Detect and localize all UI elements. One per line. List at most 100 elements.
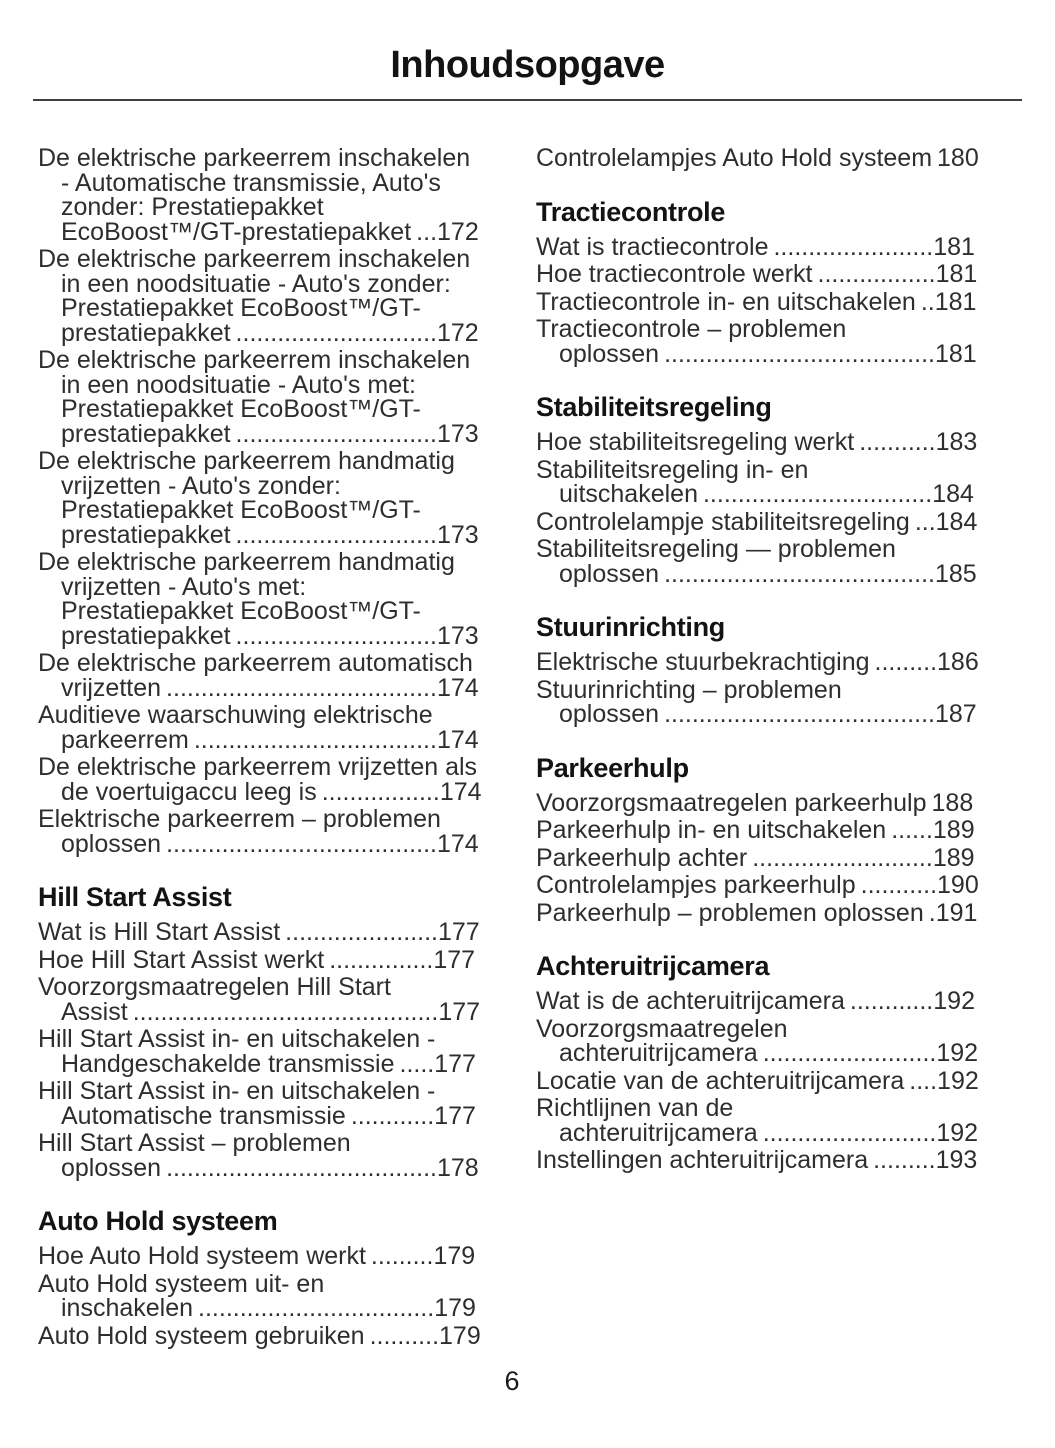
toc-entry: Voorzorgsmaatregelen achteruitrijcamera.… bbox=[536, 1016, 981, 1067]
toc-section-heading: Hill Start Assist bbox=[38, 882, 232, 912]
page-number: 192 bbox=[936, 1039, 979, 1067]
toc-entry: De elektrische parkeerrem inschakelen - … bbox=[38, 146, 483, 244]
page-number: 172 bbox=[437, 217, 479, 246]
leader-dots: ... bbox=[416, 217, 438, 246]
page-number: 188 bbox=[931, 788, 974, 817]
leader-dots: ......... bbox=[873, 1146, 936, 1174]
leader-dots: ......................... bbox=[762, 1039, 937, 1067]
toc-section-heading: Stabiliteitsregeling bbox=[536, 392, 772, 422]
leader-dots: ............................. bbox=[235, 520, 437, 549]
toc-entry-text: Wat is Hill Start Assist bbox=[38, 918, 281, 946]
leader-dots: ...................... bbox=[285, 918, 438, 946]
toc-entry: Locatie van de achteruitrijcamera ....192 bbox=[536, 1068, 981, 1093]
leader-dots: .......................... bbox=[752, 843, 933, 872]
leader-dots: ....................................... bbox=[166, 673, 437, 702]
toc-entry: Stabiliteitsregeling — problemen oplosse… bbox=[536, 537, 981, 586]
page-number: 174 bbox=[436, 673, 479, 702]
toc-entry-text: Tractiecontrole in- en uitschakelen bbox=[536, 287, 916, 316]
toc-entry-text: Elektrische stuurbekrachtiging bbox=[536, 648, 870, 676]
toc-section-heading: Parkeerhulp bbox=[536, 752, 689, 783]
page-number: 181 bbox=[935, 260, 978, 288]
page-number: 187 bbox=[934, 700, 977, 728]
toc-entry-text: Controlelampje stabiliteitsregeling bbox=[536, 507, 910, 536]
toc-entry-text: Voorzorgsmaatregelen parkeerhulp bbox=[536, 788, 927, 817]
leader-dots: .................................. bbox=[198, 1294, 435, 1322]
toc-entry-text: Instellingen achteruitrijcamera bbox=[536, 1146, 869, 1174]
toc-entry: Parkeerhulp – problemen oplossen .191 bbox=[536, 898, 981, 927]
toc-entry: De elektrische parkeerrem vrijzetten als… bbox=[38, 755, 483, 804]
toc-section-heading: Stuurinrichting bbox=[536, 612, 725, 642]
toc-entry: Hill Start Assist in- en uitschakelen - … bbox=[38, 1079, 483, 1128]
toc-entry-text: Hoe tractiecontrole werkt bbox=[536, 260, 813, 288]
toc-entry-text: De elektrische parkeerrem inschakelen - … bbox=[38, 144, 471, 246]
leader-dots: ............................. bbox=[235, 621, 437, 650]
toc-entry: Stuurinrichting – problemen oplossen....… bbox=[536, 677, 981, 728]
toc-column-right: Controlelampjes Auto Hold systeem 180 Trac… bbox=[536, 146, 981, 1351]
page-number: 189 bbox=[932, 843, 975, 872]
page-number: 189 bbox=[932, 816, 975, 844]
toc-entry: Controlelampjes parkeerhulp ...........19… bbox=[536, 873, 981, 898]
leader-dots: ................................. bbox=[702, 480, 933, 508]
toc-entry: Voorzorgsmaatregelen Hill Start Assist..… bbox=[38, 975, 483, 1024]
toc-entry: Elektrische parkeerrem – problemen oplos… bbox=[38, 807, 483, 856]
toc-entry-text: De elektrische parkeerrem inschakelen in… bbox=[38, 346, 471, 448]
leader-dots: ............................. bbox=[235, 318, 437, 347]
leader-dots: ........................................… bbox=[132, 997, 439, 1026]
toc-entry-text: De elektrische parkeerrem inschakelen in… bbox=[38, 245, 471, 347]
page-number: 181 bbox=[934, 339, 977, 368]
leader-dots: ....................................... bbox=[166, 829, 437, 858]
leader-dots: ................. bbox=[817, 260, 936, 288]
toc-entry: De elektrische parkeerrem handmatig vrij… bbox=[38, 550, 483, 648]
page-number: 192 bbox=[933, 987, 975, 1015]
toc-entry-text: Hoe stabiliteitsregeling werkt bbox=[536, 428, 855, 456]
toc-entry: Instellingen achteruitrijcamera.........… bbox=[536, 1148, 981, 1173]
page-number: 183 bbox=[935, 428, 978, 456]
page-footer-number: 6 bbox=[504, 1366, 520, 1396]
toc-entry: Stabiliteitsregeling in- en uitschakelen… bbox=[536, 457, 981, 508]
toc-entry: Tractiecontrole in- en uitschakelen ..181 bbox=[536, 287, 981, 316]
toc-entry-text: Voorzorgsmaatregelen Hill Start Assist bbox=[38, 973, 391, 1026]
leader-dots: ................................... bbox=[193, 725, 437, 754]
toc-entry: Hill Start Assist – problemen oplossen..… bbox=[38, 1131, 483, 1180]
toc-entry: Elektrische stuurbekrachtiging .........1… bbox=[536, 650, 981, 675]
leader-dots: ......................... bbox=[762, 1118, 937, 1147]
page-number: 193 bbox=[935, 1146, 978, 1174]
toc-section-heading: Auto Hold systeem bbox=[38, 1206, 278, 1236]
toc-entry: Hoe Auto Hold systeem werkt .........179 bbox=[38, 1244, 483, 1269]
page-number: 177 bbox=[438, 997, 481, 1026]
toc-section-heading: Tractiecontrole bbox=[536, 196, 726, 227]
page-number: 179 bbox=[439, 1321, 481, 1350]
toc-entry-text: Wat is tractiecontrole bbox=[536, 232, 769, 261]
toc-entry: Auto Hold systeem gebruiken ..........179 bbox=[38, 1321, 483, 1350]
toc-entry-text: De elektrische parkeerrem handmatig vrij… bbox=[38, 447, 455, 549]
toc-entry-text: Wat is de achteruitrijcamera bbox=[536, 987, 845, 1015]
toc-entry: Controlelampje stabiliteitsregeling ...18… bbox=[536, 507, 981, 536]
toc-entry-text: Hoe Hill Start Assist werkt bbox=[38, 945, 325, 974]
page-number: 192 bbox=[936, 1118, 979, 1147]
toc-entry-text: Hill Start Assist in- en uitschakelen - … bbox=[38, 1025, 436, 1078]
page-number: 174 bbox=[436, 725, 479, 754]
toc-entry-text: De elektrische parkeerrem automatisch vr… bbox=[38, 649, 473, 702]
toc-entry: Hill Start Assist in- en uitschakelen - … bbox=[38, 1027, 483, 1076]
toc-entry-text: Auto Hold systeem gebruiken bbox=[38, 1321, 365, 1350]
page-number: 185 bbox=[934, 559, 977, 588]
leader-dots: ........... bbox=[860, 871, 938, 899]
leader-dots: ......... bbox=[874, 648, 938, 676]
toc-entry-text: Controlelampjes parkeerhulp bbox=[536, 871, 856, 899]
leader-dots: ....................................... bbox=[664, 559, 935, 588]
page-number: 190 bbox=[937, 871, 979, 899]
toc-entry: Richtlijnen van de achteruitrijcamera...… bbox=[536, 1096, 981, 1145]
page-number: 179 bbox=[434, 1294, 476, 1322]
toc-entry: Wat is de achteruitrijcamera............… bbox=[536, 989, 981, 1014]
leader-dots: ................. bbox=[321, 777, 440, 806]
toc-entry-text: Parkeerhulp – problemen oplossen bbox=[536, 898, 924, 927]
toc-entry: De elektrische parkeerrem inschakelen in… bbox=[38, 247, 483, 345]
leader-dots: ....................................... bbox=[664, 700, 935, 728]
page-number: 181 bbox=[934, 287, 977, 316]
toc-entry: Controlelampjes Auto Hold systeem 180 bbox=[536, 146, 981, 171]
leader-dots: .. bbox=[920, 287, 935, 316]
toc-entry-text: De elektrische parkeerrem handmatig vrij… bbox=[38, 548, 455, 650]
toc-section-heading: Achteruitrijcamera bbox=[536, 951, 770, 981]
leader-dots: ............... bbox=[329, 945, 434, 974]
